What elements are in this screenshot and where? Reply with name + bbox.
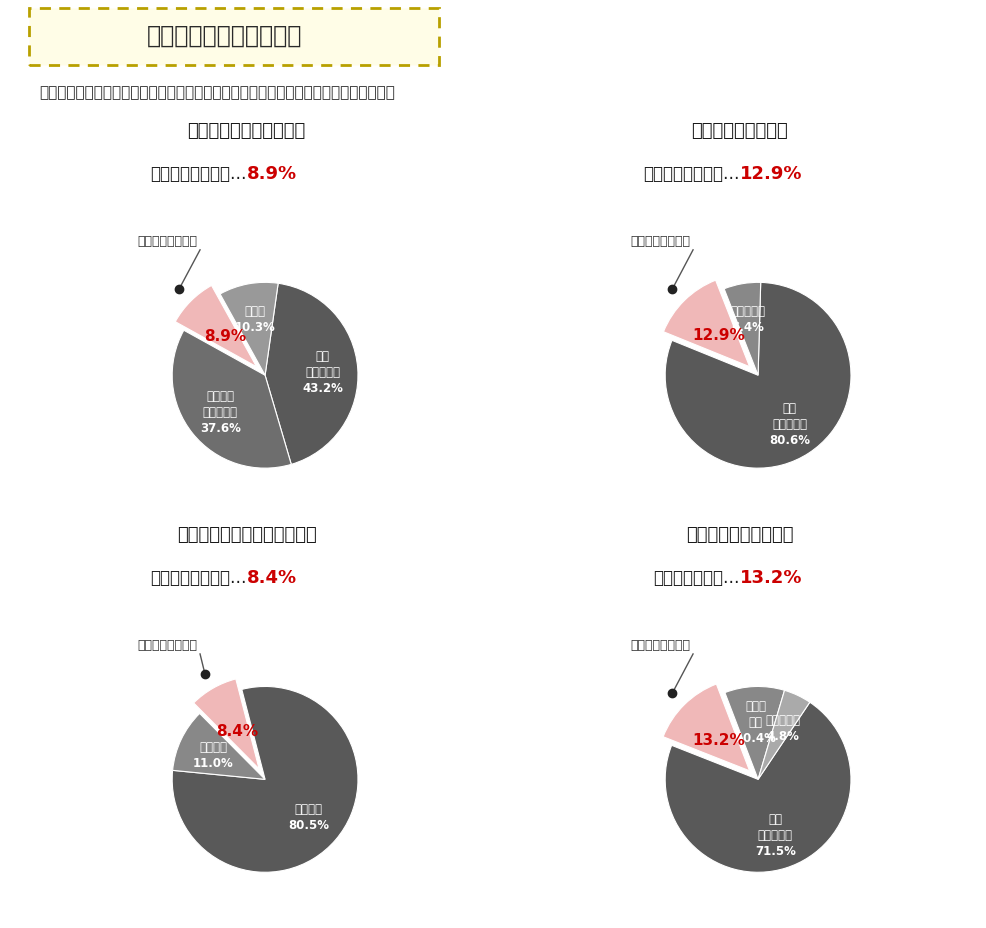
Wedge shape: [758, 690, 810, 780]
Wedge shape: [724, 283, 761, 376]
Text: まだできていない: まだできていない: [137, 638, 197, 651]
Wedge shape: [220, 283, 278, 376]
Wedge shape: [664, 281, 749, 367]
Text: 【検知器の有効保持】: 【検知器の有効保持】: [685, 525, 794, 543]
Wedge shape: [176, 286, 256, 367]
Text: 8.9%: 8.9%: [246, 165, 297, 183]
Text: 実施できてない…: 実施できてない…: [653, 569, 740, 586]
Text: 12.9%: 12.9%: [692, 329, 744, 343]
Text: 本調査でわかった課題感: 本調査でわかった課題感: [147, 24, 303, 48]
Text: アルコールチェック義務化の現在の対応状況に対して、以下項目のヒアリングを実施。: アルコールチェック義務化の現在の対応状況に対して、以下項目のヒアリングを実施。: [39, 85, 395, 100]
Text: 実施できていない: 実施できていない: [630, 638, 690, 651]
Wedge shape: [193, 679, 259, 769]
FancyBboxPatch shape: [30, 9, 440, 67]
Text: 一部導入
11.0%: 一部導入 11.0%: [192, 741, 234, 769]
Text: わからない
4.8%: わからない 4.8%: [765, 713, 800, 742]
Text: 12.9%: 12.9%: [740, 165, 802, 183]
Text: 【酒気帯び運転の確認】: 【酒気帯び運転の確認】: [187, 122, 306, 139]
Wedge shape: [666, 283, 851, 469]
Text: 8.4%: 8.4%: [216, 723, 258, 738]
Wedge shape: [173, 714, 265, 780]
Text: 【アルコール検知器の導入】: 【アルコール検知器の導入】: [176, 525, 317, 543]
Text: 全くできていない: 全くできていない: [137, 235, 197, 248]
Text: 実施
できている
43.2%: 実施 できている 43.2%: [302, 349, 343, 394]
Wedge shape: [666, 702, 851, 872]
Text: 13.2%: 13.2%: [740, 569, 802, 586]
Text: 13.2%: 13.2%: [692, 732, 744, 747]
Text: 【記録の保管状況】: 【記録の保管状況】: [691, 122, 788, 139]
Wedge shape: [173, 331, 291, 469]
Text: わからない
6.4%: わからない 6.4%: [731, 304, 766, 334]
Text: 実施
できている
71.5%: 実施 できている 71.5%: [755, 812, 796, 857]
Text: 実施
できている
80.6%: 実施 できている 80.6%: [769, 402, 810, 446]
Text: まだできていない…: まだできていない…: [150, 569, 246, 586]
Wedge shape: [265, 284, 358, 465]
Text: 全くできていない…: 全くできていない…: [150, 165, 246, 183]
Text: 8.9%: 8.9%: [204, 329, 246, 343]
Wedge shape: [725, 687, 785, 780]
Wedge shape: [173, 687, 358, 872]
Wedge shape: [664, 684, 749, 771]
Text: 運転者
任せ
10.4%: 運転者 任せ 10.4%: [736, 700, 776, 744]
Text: 全くできていない: 全くできていない: [630, 235, 690, 248]
Text: 8.4%: 8.4%: [246, 569, 297, 586]
Text: 全くできていない…: 全くできていない…: [643, 165, 740, 183]
Text: 導入完了
80.5%: 導入完了 80.5%: [288, 803, 329, 831]
Text: その他
10.3%: その他 10.3%: [235, 304, 275, 334]
Text: 一部実施
できている
37.6%: 一部実施 できている 37.6%: [200, 390, 241, 434]
